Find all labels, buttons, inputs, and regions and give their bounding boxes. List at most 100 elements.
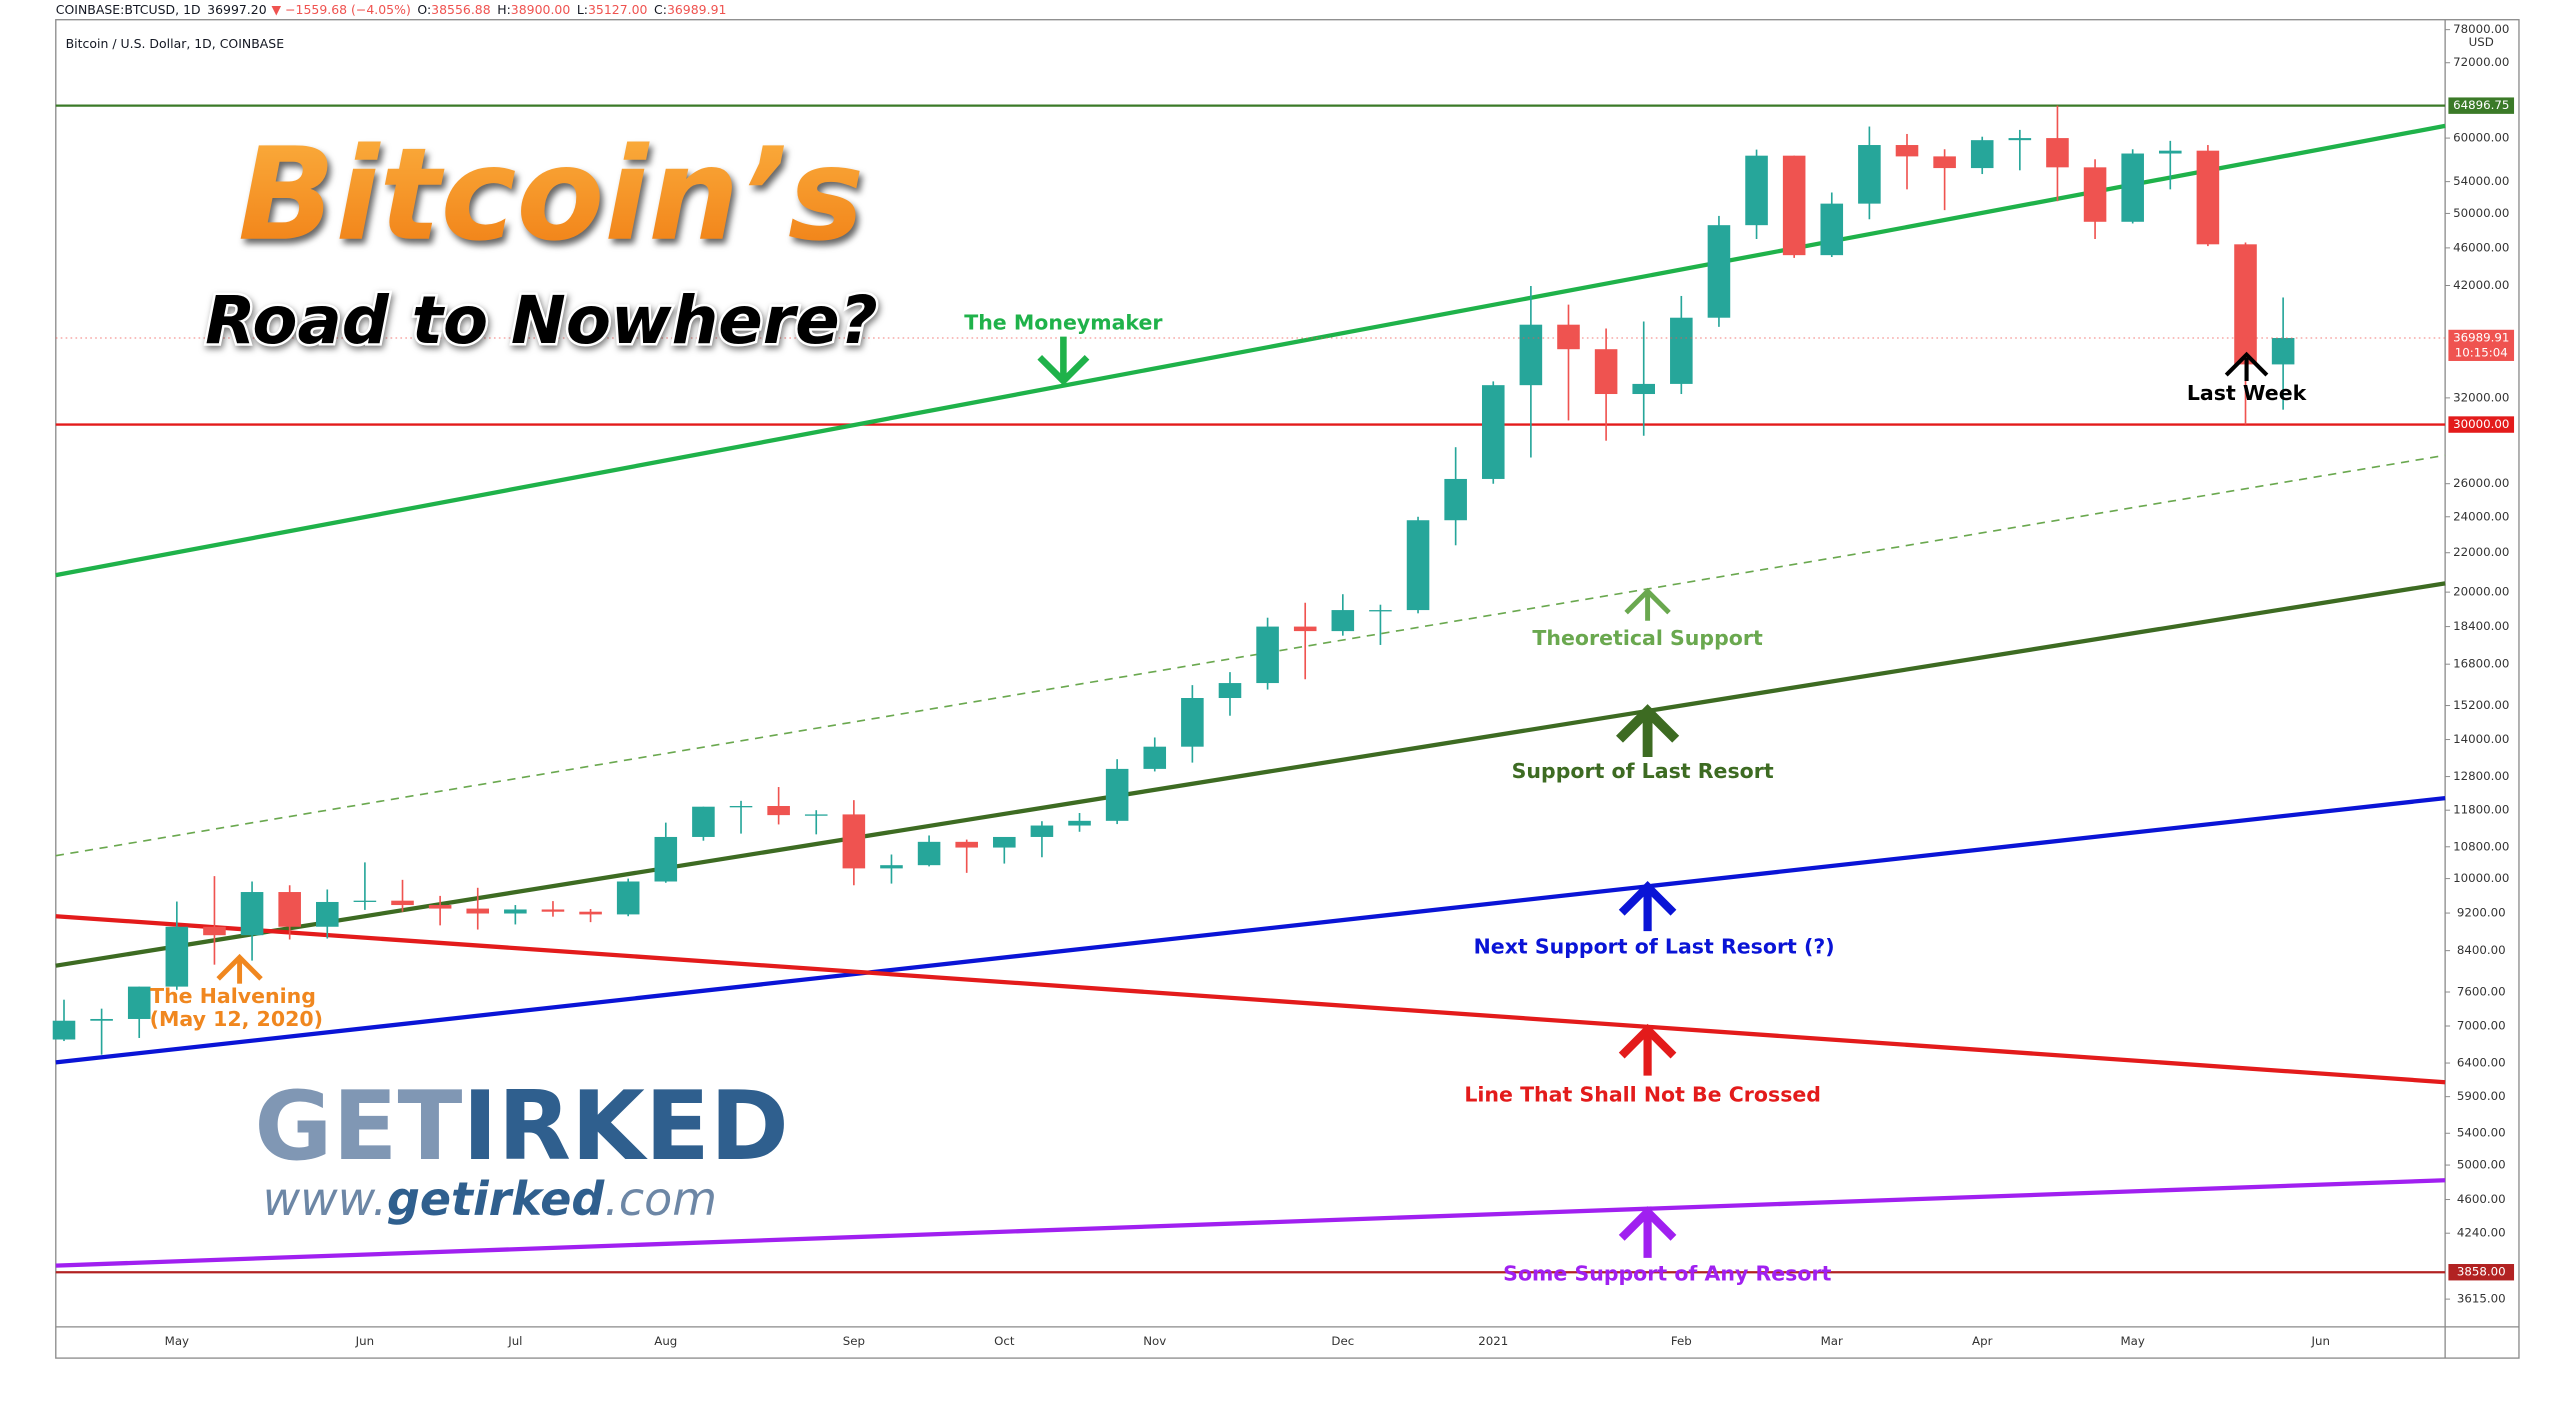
annotation-label: Line That Shall Not Be Crossed [1464, 1082, 1821, 1106]
header-part: ▼ −1559.68 (−4.05%) [272, 1, 411, 16]
y-tick-label: 10800.00 [2453, 839, 2509, 853]
candle-body [428, 905, 452, 909]
x-tick-label: Dec [1331, 1334, 1354, 1348]
url-part: www. [263, 1172, 387, 1226]
candle-body [1895, 145, 1919, 157]
header: COINBASE:BTCUSD, 1D 36997.20 ▼ −1559.68 (−… [56, 1, 727, 16]
header-part: C: [654, 1, 667, 16]
candle-body [804, 814, 828, 816]
url-part: .com [604, 1172, 717, 1226]
candle-body [767, 806, 790, 816]
candle-body [1256, 626, 1279, 684]
x-tick-label: Aug [654, 1334, 677, 1348]
trendline [55, 581, 2446, 968]
y-tick-label: 32000.00 [2453, 390, 2509, 404]
annotation-arrow [2224, 351, 2269, 377]
annotation-arrow [1618, 1023, 1677, 1059]
header-part: O: [417, 1, 431, 16]
candle-body [729, 806, 753, 808]
annotation-label: The Moneymaker [964, 311, 1163, 335]
candle-body [2083, 167, 2107, 222]
candle-body [917, 841, 941, 866]
frame [55, 19, 2520, 1359]
candle-body [842, 814, 866, 869]
x-tick-label: Jun [2311, 1334, 2330, 1348]
y-tick-label: 60000.00 [2453, 131, 2509, 145]
logo-part: GET [254, 1072, 462, 1182]
annotation-label: Last Week [2187, 381, 2308, 405]
candle-body [1557, 324, 1580, 350]
overlay-subtitle: Road to Nowhere? [205, 283, 878, 359]
candle-body [1293, 626, 1317, 632]
candle-body [1745, 155, 1768, 226]
y-tick-label: 20000.00 [2453, 585, 2509, 599]
price-label: 30000.00 [2453, 417, 2509, 431]
x-tick-label: 2021 [1478, 1334, 1508, 1348]
y-tick-label: 78000.00 [2453, 22, 2509, 36]
candle-body [2008, 138, 2032, 141]
candle-body [579, 911, 602, 915]
candle-body [52, 1020, 76, 1040]
price-label: 3858.00 [2457, 1265, 2506, 1279]
candle-body [880, 865, 903, 869]
x-tick-label: Jun [355, 1334, 374, 1348]
annotation-arrow [216, 953, 263, 981]
x-tick-label: Feb [1671, 1334, 1692, 1348]
trendline [55, 914, 2446, 1085]
candle-body [1331, 610, 1355, 632]
header-part: 35127.00 [588, 1, 648, 16]
annotation-arrow [1037, 354, 1090, 386]
annotation-label: (May 12, 2020) [150, 1007, 323, 1031]
candle-body [278, 892, 301, 927]
candle-body [1444, 478, 1467, 521]
price-label-box [2448, 1264, 2515, 1281]
candle-body [466, 908, 490, 914]
candle-body [1030, 825, 1054, 837]
y-tick-label: 18400.00 [2453, 619, 2509, 633]
y-tick-label: 7000.00 [2457, 1019, 2506, 1033]
candle-body [90, 1018, 113, 1021]
price-label-box [2448, 329, 2515, 361]
candle-body [1594, 349, 1618, 395]
y-tick-label: 46000.00 [2453, 240, 2509, 254]
annotation-arrow [1618, 1206, 1677, 1241]
x-tick-label: Nov [1143, 1334, 1166, 1348]
y-tick-label: 11800.00 [2453, 803, 2509, 817]
candle-body [1143, 746, 1167, 769]
candle-body [1181, 698, 1204, 747]
y-tick-label: 50000.00 [2453, 206, 2509, 220]
logo: GETIRKED [254, 1072, 789, 1182]
y-tick-label: 5000.00 [2457, 1158, 2506, 1172]
candle-body [955, 841, 978, 848]
trendline [55, 795, 2446, 1065]
candle-body [353, 900, 377, 902]
y-tick-label: 6400.00 [2457, 1056, 2506, 1070]
logo-part: IRKED [462, 1072, 788, 1182]
y-tick-label: 14000.00 [2453, 732, 2509, 746]
annotation-label: Some Support of Any Resort [1503, 1261, 1831, 1285]
price-label: 36989.91 [2453, 330, 2509, 344]
price-label: 64896.75 [2453, 98, 2509, 112]
header-part: 38556.88 [431, 1, 491, 16]
y-tick-label: 7600.00 [2457, 985, 2506, 999]
candle-body [1481, 385, 1505, 479]
candle-body [240, 892, 264, 936]
annotation-label: The Halvening [150, 984, 316, 1008]
annotation-arrow [1624, 587, 1671, 615]
candle-body [1406, 520, 1430, 611]
trendline [55, 454, 2446, 857]
header-part: 36997.20 [207, 1, 267, 16]
x-tick-label: May [165, 1334, 189, 1348]
candle-body [2046, 138, 2069, 168]
y-tick-label: 8400.00 [2457, 943, 2506, 957]
y-tick-label: 5900.00 [2457, 1089, 2506, 1103]
candle-body [1670, 317, 1693, 384]
candle-body [203, 926, 226, 936]
header-part: H: [497, 1, 511, 16]
y-tick-label: 72000.00 [2453, 55, 2509, 69]
trendline [55, 123, 2446, 578]
candle-body [2121, 153, 2144, 222]
candle-body [316, 901, 339, 927]
